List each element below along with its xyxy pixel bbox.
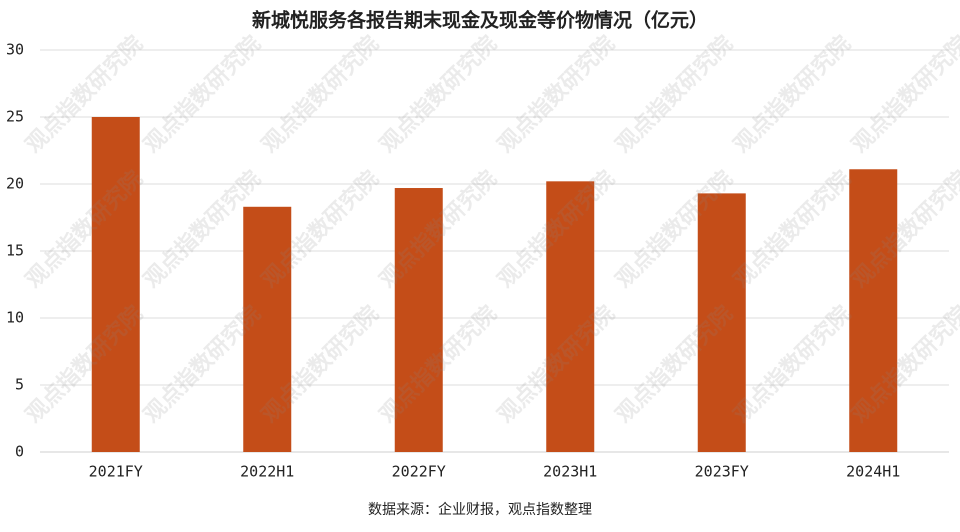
bar	[546, 181, 595, 452]
chart-title: 新城悦服务各报告期末现金及现金等价物情况（亿元）	[252, 9, 708, 32]
x-tick-label: 2022H1	[240, 463, 294, 481]
x-tick-label: 2021FY	[89, 463, 143, 481]
y-tick-label: 10	[6, 309, 24, 327]
bar	[697, 193, 746, 452]
bar	[91, 117, 140, 452]
y-tick-label: 0	[15, 443, 24, 461]
y-tick-label: 25	[6, 108, 24, 126]
watermark: 观点指数研究院	[729, 166, 856, 293]
watermark: 观点指数研究院	[729, 301, 856, 428]
x-tick-label: 2023H1	[543, 463, 597, 481]
bar	[394, 188, 443, 452]
y-tick-label: 20	[6, 175, 24, 193]
x-tick-label: 2023FY	[695, 463, 749, 481]
bar	[849, 169, 898, 452]
x-tick-label: 2022FY	[392, 463, 446, 481]
bar	[243, 206, 292, 452]
source-note: 数据来源：企业财报，观点指数整理	[368, 501, 592, 518]
y-tick-label: 30	[6, 41, 24, 59]
y-tick-label: 5	[15, 376, 24, 394]
x-tick-label: 2024H1	[846, 463, 900, 481]
y-tick-label: 15	[6, 242, 24, 260]
